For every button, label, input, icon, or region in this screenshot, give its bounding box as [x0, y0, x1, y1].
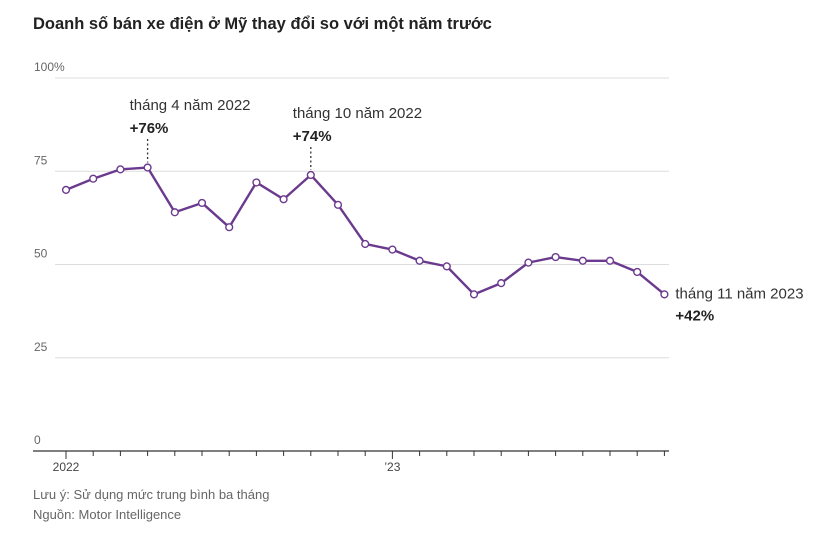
data-point: [197, 198, 207, 208]
data-point: [361, 239, 370, 249]
annotation-label: tháng 11 năm 2023: [675, 285, 803, 302]
y-tick-label: 50: [34, 247, 48, 261]
y-tick-label: 75: [34, 153, 48, 167]
data-point: [605, 256, 615, 265]
annotation-value: +42%: [675, 307, 714, 324]
annotation-label: tháng 4 năm 2022: [130, 97, 251, 114]
data-point: [442, 262, 451, 271]
y-tick-label: 25: [34, 340, 48, 354]
annotation-label: tháng 10 năm 2022: [293, 105, 422, 122]
series-line: [65, 166, 666, 296]
footnote: Lưu ý: Sử dụng mức trung bình ba tháng: [33, 487, 270, 502]
data-point: [279, 195, 288, 204]
data-point: [415, 256, 424, 265]
data-point: [170, 208, 179, 217]
data-point: [578, 256, 587, 265]
data-point: [469, 290, 479, 299]
data-point: [306, 170, 315, 180]
y-tick-label: 0: [34, 433, 41, 447]
annotation-value: +74%: [293, 128, 332, 145]
data-point: [660, 290, 669, 299]
data-point: [551, 252, 560, 262]
data-point: [633, 267, 642, 277]
y-tick-label: 100%: [34, 60, 65, 74]
data-point: [143, 163, 152, 172]
data-point: [388, 245, 397, 254]
annotation-value: +76%: [130, 120, 169, 137]
source-note: Nguồn: Motor Intelligence: [33, 507, 182, 522]
data-point: [225, 223, 234, 232]
data-point: [524, 258, 533, 267]
x-tick-label: 2022: [53, 460, 80, 474]
chart-title: Doanh số bán xe điện ở Mỹ thay đổi so vớ…: [33, 15, 492, 33]
data-point: [61, 185, 71, 195]
data-point: [333, 200, 343, 209]
data-point: [116, 165, 125, 174]
x-tick-label: ’23: [384, 460, 400, 474]
data-point: [89, 174, 98, 183]
data-point: [252, 178, 261, 187]
data-point: [497, 279, 506, 288]
